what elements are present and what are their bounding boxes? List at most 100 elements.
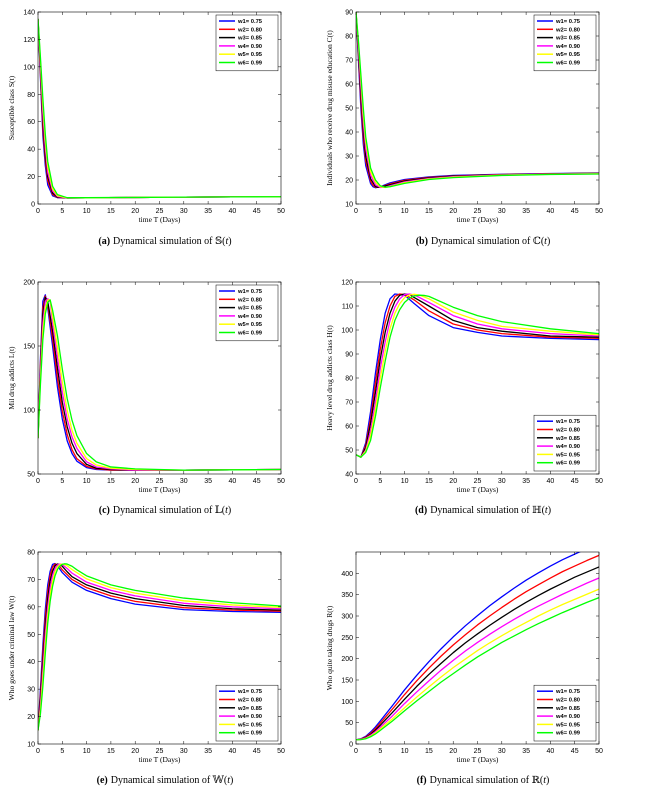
legend-label-5: w5= 0.95 <box>237 52 263 58</box>
x-tick-label: 20 <box>131 208 139 215</box>
y-axis-label: Individuals who receive drug misuse educ… <box>325 30 334 186</box>
x-tick-label: 10 <box>83 208 91 215</box>
legend-label-5: w5= 0.95 <box>237 722 263 728</box>
y-tick-label: 150 <box>23 344 35 351</box>
x-tick-label: 35 <box>204 208 212 215</box>
x-tick-label: 10 <box>401 208 409 215</box>
x-tick-label: 30 <box>498 748 506 755</box>
x-tick-label: 25 <box>156 478 164 485</box>
x-tick-label: 30 <box>498 208 506 215</box>
x-tick-label: 15 <box>425 478 433 485</box>
legend-label-3: w3= 0.85 <box>555 36 581 42</box>
y-tick-label: 60 <box>345 424 353 431</box>
legend-label-1: w1= 0.75 <box>555 689 581 695</box>
y-tick-label: 40 <box>345 130 353 137</box>
x-tick-label: 45 <box>571 208 579 215</box>
legend-label-3: w3= 0.85 <box>237 36 263 42</box>
series-line-3 <box>356 293 599 458</box>
legend-label-2: w2= 0.80 <box>555 698 580 704</box>
y-tick-label: 70 <box>345 400 353 407</box>
x-tick-label: 50 <box>595 208 603 215</box>
series-line-4 <box>356 577 599 741</box>
caption-e-var: t <box>227 775 231 786</box>
y-tick-label: 80 <box>27 550 35 557</box>
x-tick-label: 25 <box>156 748 164 755</box>
x-tick-label: 50 <box>277 208 285 215</box>
caption-f-var: t <box>543 775 546 786</box>
legend-label-1: w1= 0.75 <box>237 19 263 25</box>
caption-d-text: Dynamical simulation of ℍ( <box>430 505 545 516</box>
chart-panel-s: 0 5 10 15 20 25 30 35 40 45 50 0 20 40 60 80 100 120 140 ti… <box>0 0 300 240</box>
x-tick-label: 20 <box>449 478 457 485</box>
caption-f-text: Dynamical simulation of ℝ( <box>429 775 544 786</box>
x-tick-label: 10 <box>401 748 409 755</box>
chart-h-svg: 0 5 10 15 20 25 30 35 40 45 50 40 50 60 70 80 90 100 110 12… <box>325 280 603 495</box>
y-tick-label: 80 <box>345 376 353 383</box>
y-tick-label: 60 <box>345 82 353 89</box>
caption-e: (e) Dynamical simulation of 𝕎(t) <box>35 775 295 786</box>
x-tick-label: 0 <box>36 478 40 485</box>
caption-a-close: ) <box>228 236 232 247</box>
x-tick-label: 25 <box>474 478 482 485</box>
x-tick-label: 50 <box>595 748 603 755</box>
y-tick-label: 120 <box>23 37 35 44</box>
legend: w1= 0.75 w2= 0.80 w3= 0.85 w4= 0.90 w5= 0.95… <box>533 14 597 72</box>
series-line-6 <box>356 597 599 741</box>
y-tick-label: 300 <box>341 614 353 621</box>
caption-e-tag: (e) <box>96 775 108 786</box>
x-tick-label: 5 <box>378 748 382 755</box>
caption-d-var: t <box>544 505 548 516</box>
x-tick-label: 20 <box>131 478 139 485</box>
y-tick-label: 40 <box>27 659 35 666</box>
x-tick-label: 20 <box>449 208 457 215</box>
caption-c: (c) Dynamical simulation of 𝕃(t) <box>35 505 295 516</box>
x-tick-label: 30 <box>180 478 188 485</box>
caption-d-tag: (d) <box>414 505 428 516</box>
x-tick-label: 0 <box>354 478 358 485</box>
caption-d: (d) Dynamical simulation of ℍ(t) <box>353 505 613 516</box>
series-line-2 <box>356 293 599 458</box>
x-tick-label: 40 <box>547 478 555 485</box>
legend-label-2: w2= 0.80 <box>555 428 580 434</box>
legend-label-5: w5= 0.95 <box>237 322 263 328</box>
x-tick-label: 15 <box>107 208 115 215</box>
x-tick-label: 15 <box>425 748 433 755</box>
x-tick-label: 10 <box>401 478 409 485</box>
legend-label-2: w2= 0.80 <box>555 27 580 33</box>
legend-label-4: w4= 0.90 <box>555 444 580 450</box>
caption-b-text: Dynamical simulation of ℂ( <box>430 236 545 247</box>
x-tick-label: 45 <box>253 748 261 755</box>
legend-label-2: w2= 0.80 <box>237 27 262 33</box>
y-tick-label: 110 <box>342 304 353 311</box>
y-tick-label: 20 <box>27 174 35 181</box>
x-tick-label: 35 <box>522 478 530 485</box>
x-tick-label: 0 <box>36 748 40 755</box>
y-tick-label: 100 <box>23 408 35 415</box>
legend-label-3: w3= 0.85 <box>237 306 263 312</box>
x-tick-label: 40 <box>229 478 237 485</box>
legend-label-4: w4= 0.90 <box>237 44 262 50</box>
y-axis-label: Heavy level drug addicts class H(t) <box>325 325 334 431</box>
x-tick-label: 20 <box>449 748 457 755</box>
caption-b-var: t <box>544 236 547 247</box>
x-tick-label: 45 <box>253 478 261 485</box>
legend-label-1: w1= 0.75 <box>555 419 581 425</box>
series-line-1 <box>356 293 599 458</box>
series-line-6 <box>356 294 599 458</box>
x-tick-label: 25 <box>474 748 482 755</box>
x-axis-label: time T (Days) <box>139 485 181 494</box>
chart-panel-h: 0 5 10 15 20 25 30 35 40 45 50 40 50 60 70 80 90 100 110 12… <box>318 270 618 510</box>
x-tick-label: 50 <box>277 748 285 755</box>
y-tick-label: 50 <box>345 448 353 455</box>
legend-label-5: w5= 0.95 <box>555 452 581 458</box>
x-axis-label: time T (Days) <box>457 755 499 764</box>
y-tick-label: 60 <box>27 604 35 611</box>
y-tick-label: 100 <box>341 699 353 706</box>
caption-f-close: ) <box>546 775 550 786</box>
y-tick-label: 140 <box>23 10 35 17</box>
series-line-4 <box>356 293 599 458</box>
x-tick-label: 20 <box>131 748 139 755</box>
y-tick-label: 400 <box>341 571 353 578</box>
legend: w1= 0.75 w2= 0.80 w3= 0.85 w4= 0.90 w5= 0.95… <box>215 284 279 342</box>
chart-panel-w: 0 5 10 15 20 25 30 35 40 45 50 10 20 30 40 50 60 70 80 time… <box>0 540 300 780</box>
